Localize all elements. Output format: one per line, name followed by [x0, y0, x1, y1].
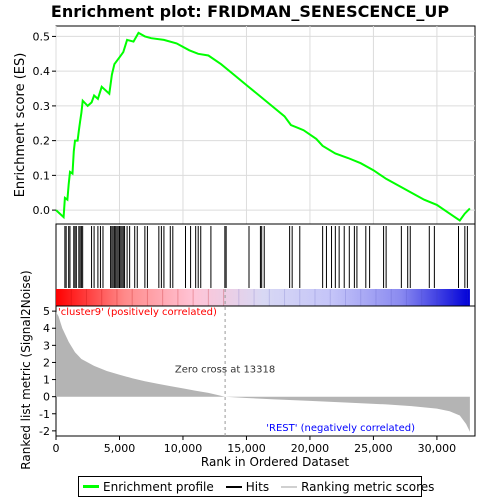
- rank-color-bar: [55, 289, 470, 306]
- color-bar-fill: [56, 289, 470, 306]
- x-tick-label: 5,000: [104, 442, 136, 455]
- negative-correlation-label: 'REST' (negatively correlated): [266, 423, 415, 434]
- positive-correlation-label: 'cluster9' (positively correlated): [58, 307, 217, 318]
- metric-tick-label: 0: [43, 391, 50, 404]
- x-ticks: 0 5,000 10,000 15,000 20,000 25,000 30,000: [53, 436, 457, 455]
- legend-label-ranking-metric: Ranking metric scores: [301, 479, 435, 494]
- metric-tick-label: 4: [43, 322, 50, 335]
- x-tick-label: 25,000: [354, 442, 393, 455]
- x-tick-label: 20,000: [291, 442, 330, 455]
- zero-cross-label: Zero cross at 13318: [175, 365, 275, 376]
- es-panel: 0.0 0.1 0.2 0.3 0.4 0.5 Enrichment score (ES): [13, 25, 476, 225]
- es-tick-label: 0.3: [33, 100, 51, 113]
- x-tick-label: 30,000: [418, 442, 457, 455]
- metric-tick-label: -1: [39, 408, 50, 421]
- legend-label-enrichment-profile: Enrichment profile: [103, 479, 214, 494]
- legend-item-ranking-metric: Ranking metric scores: [281, 480, 434, 494]
- legend-item-hits: Hits: [225, 479, 270, 494]
- es-tick-label: 0.1: [33, 169, 51, 182]
- es-tick-label: 0.0: [33, 204, 51, 217]
- legend-swatch-enrichment-profile: [83, 485, 99, 488]
- metric-panel: Zero cross at 13318 'cluster9' (positive…: [19, 270, 476, 470]
- metric-y-axis-label: Ranked list metric (Signal2Noise): [19, 270, 33, 469]
- metric-tick-label: -2: [39, 425, 50, 438]
- chart-title: Enrichment plot: FRIDMAN_SENESCENCE_UP: [51, 2, 449, 21]
- metric-panel-frame: [55, 305, 476, 437]
- metric-y-ticks: -2 -1 0 1 2 3 4 5: [39, 305, 56, 438]
- legend-swatch-ranking-metric: [281, 485, 298, 488]
- x-tick-label: 0: [53, 442, 60, 455]
- es-tick-label: 0.2: [33, 135, 51, 148]
- es-tick-label: 0.5: [33, 30, 51, 43]
- metric-tick-label: 1: [43, 374, 50, 387]
- hit-marks: [64, 226, 468, 288]
- es-panel-frame: [55, 25, 476, 225]
- metric-tick-label: 2: [43, 356, 50, 369]
- es-y-axis-label: Enrichment score (ES): [13, 53, 28, 198]
- legend-swatch-hits: [225, 485, 242, 488]
- metric-tick-label: 5: [43, 305, 50, 318]
- metric-tick-label: 3: [43, 339, 50, 352]
- hits-panel: [55, 223, 476, 307]
- x-axis-label: Rank in Ordered Dataset: [201, 455, 349, 469]
- x-tick-label: 15,000: [227, 442, 266, 455]
- legend-item-enrichment-profile: Enrichment profile: [83, 480, 214, 494]
- es-profile-line: [55, 31, 471, 222]
- legend-label-hits: Hits: [245, 479, 270, 494]
- es-tick-label: 0.4: [33, 65, 51, 78]
- es-y-ticks: 0.0 0.1 0.2 0.3 0.4 0.5: [33, 30, 56, 217]
- x-tick-label: 10,000: [164, 442, 203, 455]
- legend: Enrichment profile Hits Ranking metric s…: [78, 476, 434, 497]
- metric-area: [56, 312, 470, 432]
- es-grid: [55, 26, 475, 224]
